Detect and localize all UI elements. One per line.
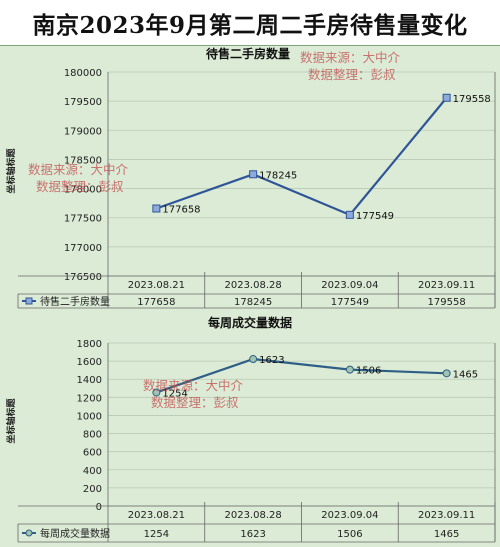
watermark-source: 数据来源：大中介 [28, 162, 129, 177]
watermark-editor: 数据整理：彭叔 [36, 179, 124, 194]
series-line [156, 97, 448, 216]
data-point [152, 204, 161, 213]
watermark-editor: 数据整理：彭叔 [308, 67, 396, 82]
y-tick-label: 180000 [64, 68, 102, 79]
data-point [345, 365, 354, 374]
table-value: 1623 [240, 529, 265, 540]
data-label: 1506 [356, 366, 381, 377]
page-title: 南京2023年9月第二周二手房待售量变化 [32, 12, 468, 39]
y-tick-label: 177000 [64, 243, 102, 254]
table-value: 177549 [331, 297, 369, 308]
data-label: 178245 [259, 170, 297, 181]
data-label: 1254 [162, 388, 187, 399]
chart-title: 待售二手房数量 [206, 46, 290, 61]
table-value: 179558 [428, 297, 466, 308]
y-tick-label: 1600 [77, 357, 102, 368]
title-banner: 南京2023年9月第二周二手房待售量变化 [0, 0, 500, 46]
y-tick-label: 178500 [64, 155, 102, 166]
data-label: 177549 [356, 211, 394, 222]
data-point [345, 210, 354, 219]
y-tick-label: 600 [83, 448, 102, 459]
table-value: 178245 [234, 297, 272, 308]
y-tick-label: 800 [83, 430, 102, 441]
y-tick-label: 1400 [77, 375, 102, 386]
data-point [152, 388, 161, 397]
y-tick-label: 1000 [77, 411, 102, 422]
legend-marker [25, 297, 33, 305]
y-tick-label: 400 [83, 466, 102, 477]
y-tick-label: 0 [96, 502, 102, 513]
table-value: 177658 [137, 297, 175, 308]
x-category-label: 2023.09.11 [418, 280, 475, 291]
data-point [249, 355, 258, 364]
table-value: 1506 [337, 529, 362, 540]
data-label: 177658 [162, 205, 200, 216]
data-point [442, 369, 451, 378]
y-axis-title: 坐标轴标题 [5, 398, 17, 444]
x-category-label: 2023.08.21 [128, 510, 185, 521]
data-point [249, 170, 258, 179]
x-category-label: 2023.08.21 [128, 280, 185, 291]
watermark-source: 数据来源：大中介 [300, 50, 401, 65]
chart-title: 每周成交量数据 [208, 315, 292, 330]
y-tick-label: 177500 [64, 214, 102, 225]
data-label: 1623 [259, 355, 284, 366]
x-category-label: 2023.08.28 [224, 510, 281, 521]
series-line [156, 357, 447, 394]
y-tick-label: 178000 [64, 185, 102, 196]
legend-label: 每周成交量数据 [40, 527, 110, 540]
x-category-label: 2023.09.11 [418, 510, 475, 521]
legend-label: 待售二手房数量 [40, 295, 110, 308]
table-value: 1465 [434, 529, 459, 540]
x-category-label: 2023.09.04 [321, 280, 378, 291]
x-category-label: 2023.09.04 [321, 510, 378, 521]
y-tick-label: 179000 [64, 126, 102, 137]
chart-transactions: 每周成交量数据坐标轴标题0200400600800100012001400160… [5, 315, 496, 543]
table-value: 1254 [144, 529, 169, 540]
data-label: 1465 [453, 369, 478, 380]
y-tick-label: 1800 [77, 339, 102, 350]
y-tick-label: 176500 [64, 272, 102, 283]
data-point [442, 93, 451, 102]
watermark-editor: 数据整理：彭叔 [151, 395, 239, 410]
y-tick-label: 200 [83, 484, 102, 495]
y-tick-label: 179500 [64, 97, 102, 108]
x-category-label: 2023.08.28 [224, 280, 281, 291]
watermark-source: 数据来源：大中介 [143, 378, 244, 393]
y-axis-title: 坐标轴标题 [5, 148, 17, 194]
data-label: 179558 [453, 94, 491, 105]
y-tick-label: 1200 [77, 393, 102, 404]
legend-marker [25, 529, 33, 537]
chart-listings: 待售二手房数量坐标轴标题1765001770001775001780001785… [5, 46, 496, 309]
